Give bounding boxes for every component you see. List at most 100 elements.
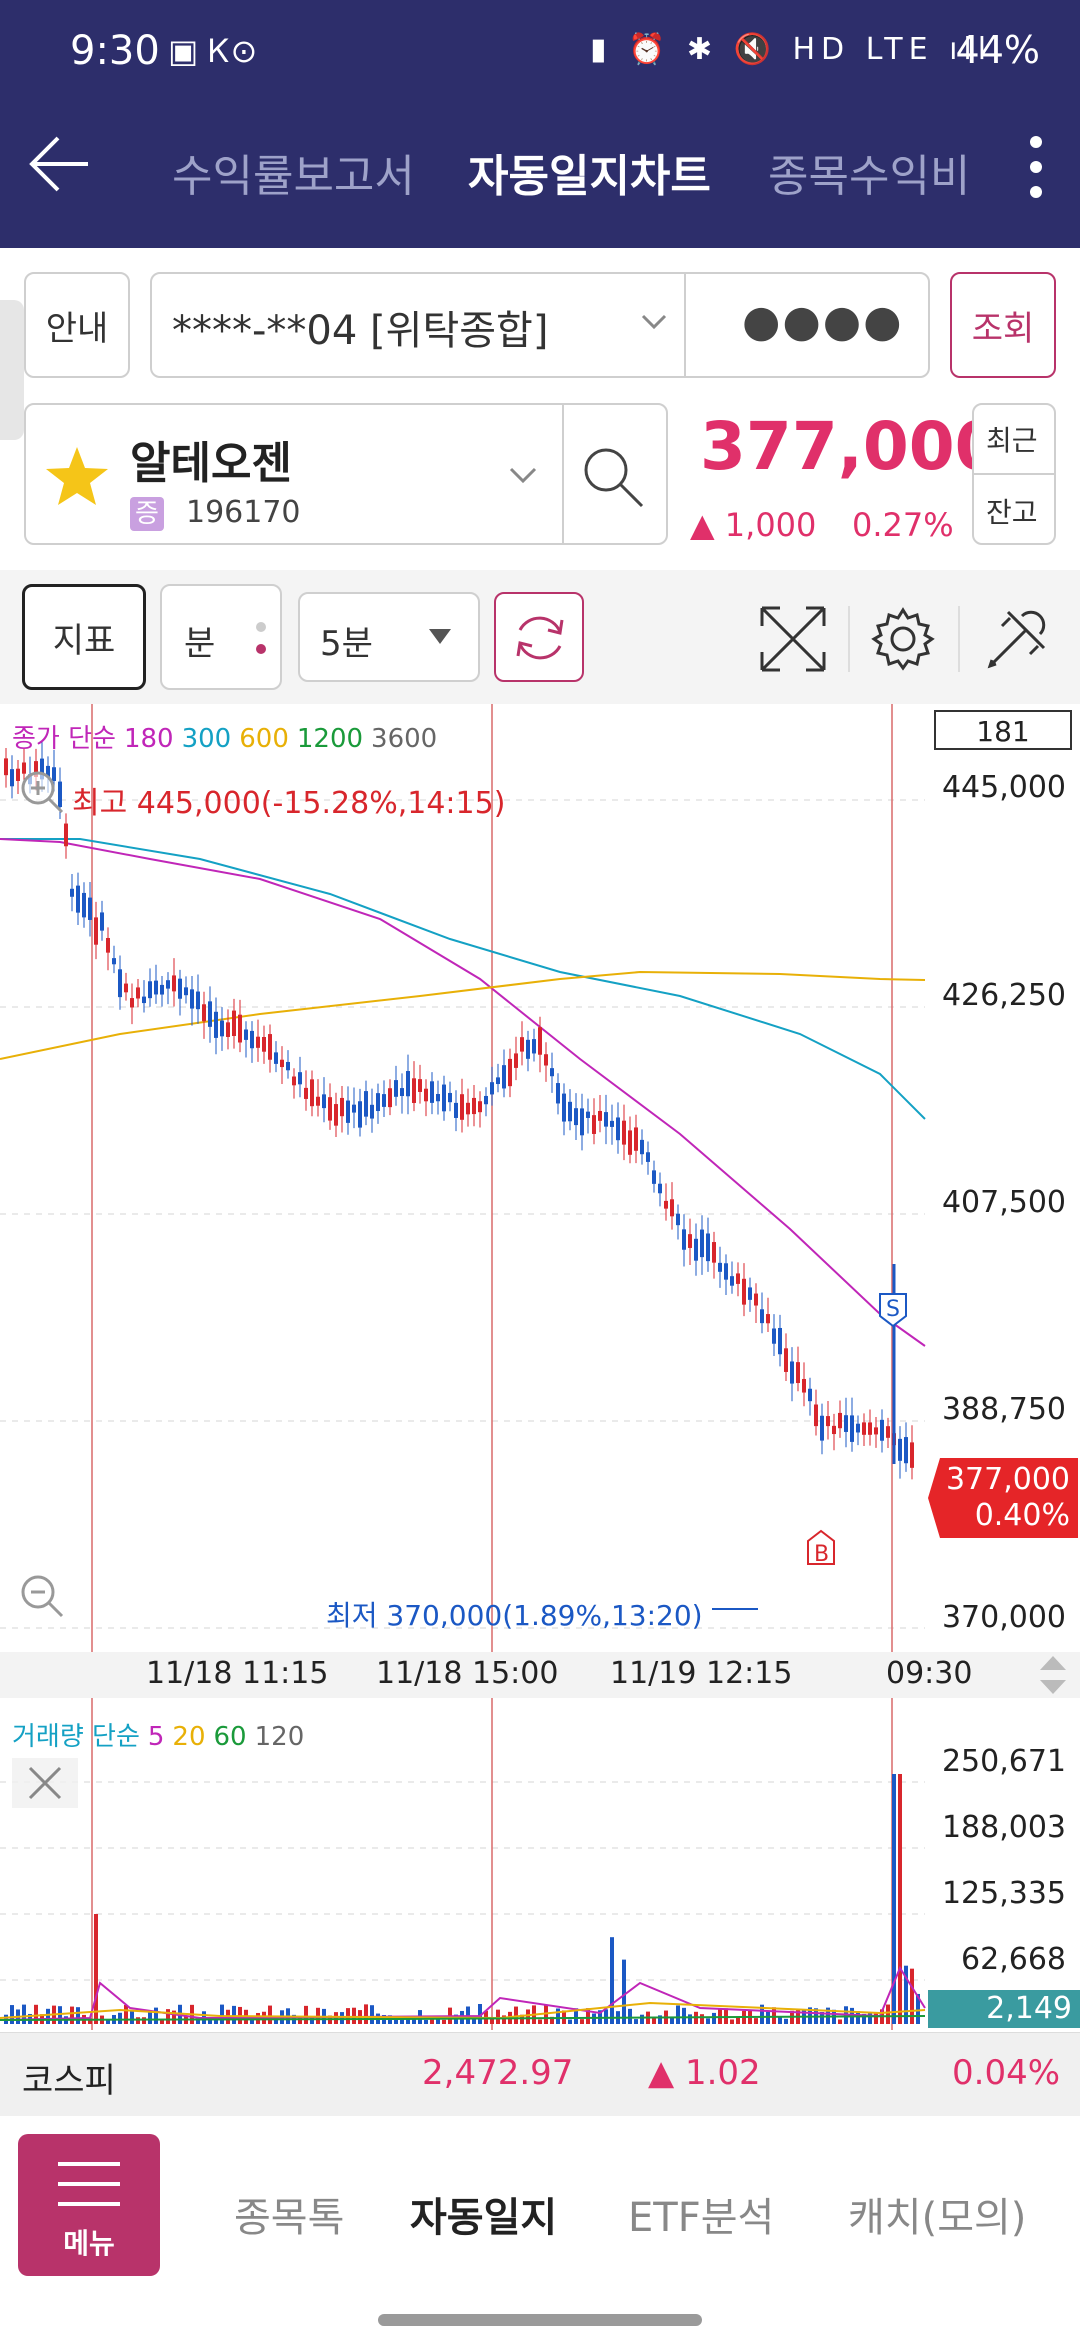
- x-tick: 09:30: [886, 1656, 973, 1691]
- candle-body: [100, 912, 104, 931]
- back-arrow-icon[interactable]: [28, 134, 92, 194]
- vol-y-tick: 125,335: [941, 1876, 1066, 1911]
- nav-etf-analysis[interactable]: ETF분석: [628, 2195, 775, 2241]
- candle-body: [250, 1030, 254, 1049]
- balance-label[interactable]: 잔고: [986, 496, 1038, 529]
- volume-bar: [622, 1959, 626, 2024]
- home-indicator[interactable]: [378, 2314, 702, 2326]
- candle-body: [46, 765, 50, 778]
- volume-chart[interactable]: [0, 1698, 1080, 2030]
- candle-body: [376, 1093, 380, 1112]
- menu-button[interactable]: 메뉴: [18, 2134, 160, 2276]
- candle-body: [418, 1079, 422, 1092]
- stock-name: 알테오젠: [130, 438, 292, 489]
- candle-body: [184, 987, 188, 996]
- volume-bar: [604, 2009, 608, 2024]
- candle-body: [322, 1094, 326, 1109]
- candle-body: [340, 1097, 344, 1117]
- candle-body: [712, 1242, 716, 1263]
- candle-body: [412, 1078, 416, 1103]
- more-menu-icon[interactable]: [1022, 134, 1050, 200]
- index-change-pct: 0.04%: [952, 2053, 1061, 2093]
- indicator-button[interactable]: 지표: [22, 584, 146, 690]
- status-left-icons: ▣ Ꮶ⊙: [168, 32, 258, 70]
- candle-body: [88, 897, 92, 920]
- buy-marker: [807, 1529, 835, 1565]
- fullscreen-icon[interactable]: [758, 604, 828, 674]
- candle-body: [214, 1011, 218, 1038]
- candle-body: [886, 1426, 890, 1438]
- volume-bar: [760, 2004, 764, 2024]
- ma-180-line: [0, 838, 926, 1347]
- axis-scroll-icon[interactable]: [1036, 1654, 1070, 1696]
- candle-body: [634, 1127, 638, 1151]
- candle-body: [604, 1112, 608, 1127]
- volume-bar: [706, 2018, 710, 2024]
- menu-label: 메뉴: [63, 2227, 115, 2260]
- candle-body: [598, 1110, 602, 1121]
- candle-body: [790, 1361, 794, 1384]
- candle-body: [466, 1102, 470, 1115]
- volume-bar: [526, 2009, 530, 2024]
- candle-body: [610, 1120, 614, 1127]
- interval-dropdown[interactable]: 5분: [298, 592, 480, 682]
- candle-body: [838, 1412, 842, 1429]
- candle-body: [352, 1104, 356, 1113]
- stock-code: 196170: [186, 495, 301, 530]
- candle-body: [766, 1314, 770, 1324]
- candle-body: [544, 1054, 548, 1066]
- candle-body: [382, 1094, 386, 1107]
- candle-body: [778, 1327, 782, 1355]
- volume-bar: [550, 2016, 554, 2024]
- candle-body: [856, 1423, 860, 1433]
- candle-body: [724, 1263, 728, 1280]
- candle-body: [208, 1001, 212, 1027]
- candle-body: [202, 1004, 206, 1022]
- candle-count-box[interactable]: 181: [934, 710, 1072, 750]
- zoom-out-icon[interactable]: [18, 1572, 66, 1620]
- refresh-button[interactable]: [494, 592, 584, 682]
- search-icon[interactable]: [580, 444, 646, 510]
- candle-body: [220, 1020, 224, 1037]
- candle-body: [574, 1108, 578, 1126]
- tab-auto-journal-chart[interactable]: 자동일지차트: [468, 151, 711, 202]
- volume-legend-prefix: 거래량 단순: [12, 1722, 140, 1752]
- market-index-bar[interactable]: 코스피 2,472.97 ▲ 1.02 0.04%: [0, 2032, 1080, 2117]
- favorite-star-icon[interactable]: [44, 445, 110, 507]
- volume-bar: [70, 2006, 74, 2024]
- guide-button[interactable]: 안내: [24, 272, 130, 378]
- nav-stock-talk[interactable]: 종목톡: [234, 2195, 345, 2241]
- battery-level: 44%: [955, 28, 1040, 72]
- volume-bar: [250, 2018, 254, 2024]
- price-chart[interactable]: SB: [0, 704, 1080, 1652]
- candle-body: [136, 987, 140, 999]
- volume-bar: [874, 2013, 878, 2024]
- drawing-tools-icon[interactable]: [982, 604, 1052, 674]
- high-price-label: 최고 445,000(-15.28%,14:15): [72, 786, 506, 821]
- volume-bar: [730, 2019, 734, 2024]
- refresh-icon: [516, 616, 564, 660]
- volume-plot-area: [0, 1698, 925, 2030]
- close-volume-icon[interactable]: [12, 1758, 78, 1808]
- nav-auto-journal[interactable]: 자동일지: [410, 2195, 558, 2241]
- tab-stock-return-compare[interactable]: 종목수익비: [768, 151, 971, 202]
- side-drawer-handle[interactable]: [0, 300, 24, 440]
- volume-bar: [232, 2005, 236, 2024]
- recent-balance-toggle[interactable]: 최근 잔고: [972, 403, 1056, 545]
- nav-catch-mock[interactable]: 캐치(모의): [848, 2195, 1027, 2241]
- settings-gear-icon[interactable]: [870, 606, 936, 672]
- candle-body: [478, 1101, 482, 1113]
- minute-type-button[interactable]: 분: [160, 584, 282, 690]
- recent-label[interactable]: 최근: [986, 424, 1038, 457]
- query-label: 조회: [971, 308, 1035, 349]
- tab-return-report[interactable]: 수익률보고서: [172, 151, 415, 202]
- query-button[interactable]: 조회: [950, 272, 1056, 378]
- hamburger-icon: [58, 2162, 120, 2206]
- status-right-icons: ▮ ⏰ ✱ 🔇 HD LTE ıll: [590, 32, 993, 67]
- account-selector[interactable]: ****-**04 [위탁종합] ●●●●: [150, 272, 930, 378]
- volume-bar: [154, 2007, 158, 2024]
- candle-body: [514, 1053, 518, 1068]
- zoom-in-icon[interactable]: [18, 768, 66, 816]
- password-field[interactable]: ●●●●: [742, 296, 904, 347]
- stock-selector[interactable]: 알테오젠 증 196170: [24, 403, 668, 545]
